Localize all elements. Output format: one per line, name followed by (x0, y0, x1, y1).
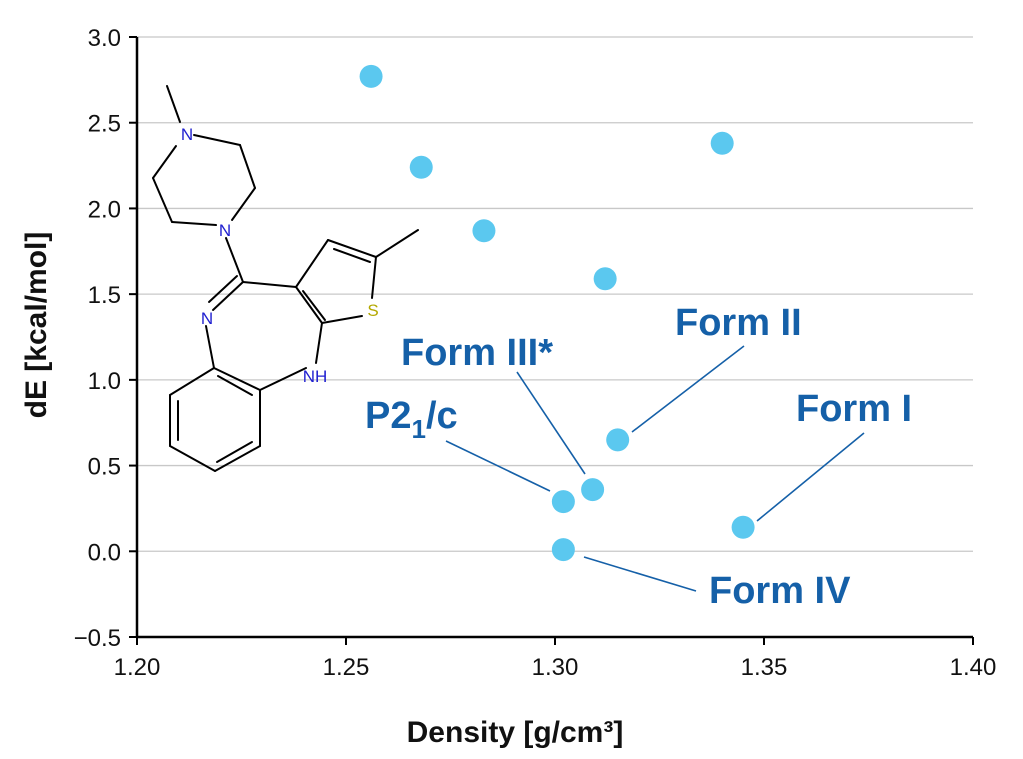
grid-lines (137, 36, 973, 552)
molecule-structure-inset (152, 85, 419, 472)
y-tick-label: 2.0 (88, 196, 121, 223)
label-p21c-subscript: 1 (411, 414, 425, 444)
label-form-ii: Form II (675, 302, 802, 344)
data-point (551, 490, 575, 514)
leader-p21c (445, 440, 551, 492)
data-point (551, 538, 575, 562)
atom-label-n-imine: N (201, 309, 213, 328)
data-point (409, 155, 433, 179)
label-p21c-suffix: /c (426, 395, 458, 437)
x-axis-title: Density [g/cm³] (407, 716, 624, 749)
leader-form-ii (631, 345, 745, 433)
data-point (581, 478, 605, 502)
data-point (472, 219, 496, 243)
label-p21c: P21/c (365, 395, 458, 444)
y-tick-label: 1.5 (88, 282, 121, 309)
x-tick-label: 1.40 (950, 654, 997, 681)
y-tick-label: −0.5 (74, 625, 121, 652)
leader-form-i (756, 432, 865, 522)
data-point (606, 428, 630, 452)
data-point (359, 64, 383, 88)
annotation-leader-lines (445, 345, 865, 592)
leader-form-iv (583, 556, 697, 592)
atom-label-nh: NH (303, 367, 328, 386)
y-tick-label: 0.5 (88, 454, 121, 481)
y-tick-label: 3.0 (88, 25, 121, 52)
x-tick-labels: 1.20 1.25 1.30 1.35 1.40 (114, 654, 997, 681)
label-form-iii: Form III* (401, 332, 553, 374)
atom-label-n-methyl: N (181, 125, 193, 144)
y-tick-label: 2.5 (88, 111, 121, 138)
y-tick-label: 1.0 (88, 368, 121, 395)
data-point (710, 131, 734, 155)
x-tick-label: 1.20 (114, 654, 161, 681)
y-tick-labels: −0.5 0.0 0.5 1.0 1.5 2.0 2.5 3.0 (74, 25, 121, 652)
label-form-i: Form I (796, 388, 912, 430)
atom-label-sulfur: S (367, 301, 378, 320)
label-form-iv: Form IV (709, 570, 851, 612)
label-p21c-main: P2 (365, 395, 411, 437)
x-tick-label: 1.30 (532, 654, 579, 681)
data-point (593, 267, 617, 291)
axes (129, 36, 974, 645)
x-tick-label: 1.35 (741, 654, 788, 681)
x-tick-label: 1.25 (323, 654, 370, 681)
atom-label-n-piperazine: N (219, 221, 231, 240)
form-labels: Form II Form III* P21/c Form I Form IV (365, 302, 912, 612)
leader-form-iii (516, 371, 586, 475)
data-points (359, 64, 755, 562)
molecule-atom-labels: N N N S NH (181, 125, 379, 386)
y-axis-title: dE [kcal/mol] (20, 232, 53, 419)
data-point (731, 515, 755, 539)
y-tick-label: 0.0 (88, 539, 121, 566)
